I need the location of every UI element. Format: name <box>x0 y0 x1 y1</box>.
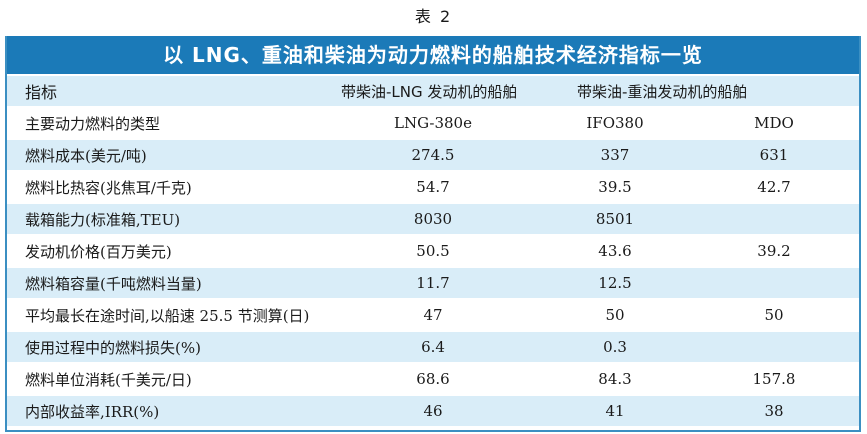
row-label: 主要动力燃料的类型 <box>25 114 161 133</box>
cell-hfo: IFO380 <box>586 114 644 132</box>
cell-hfo: 0.3 <box>603 338 627 356</box>
cell-mdo: 39.2 <box>757 242 791 260</box>
cell-mdo: 38 <box>764 402 784 420</box>
cell-lng: LNG-380e <box>394 114 472 132</box>
cell-hfo: 43.6 <box>598 242 632 260</box>
cell-mdo: 42.7 <box>757 178 791 196</box>
header-hfo-ship: 带柴油-重油发动机的船舶 <box>577 82 748 101</box>
row-label: 燃料比热容(兆焦耳/千克) <box>25 178 192 197</box>
cell-lng: 6.4 <box>421 338 445 356</box>
cell-hfo: 39.5 <box>598 178 632 196</box>
cell-lng: 68.6 <box>416 370 450 388</box>
table-row: 主要动力燃料的类型 LNG-380e IFO380 MDO <box>7 106 859 138</box>
table-title: 以 LNG、重油和柴油为动力燃料的船舶技术经济指标一览 <box>7 36 859 74</box>
header-indicator: 指标 <box>25 83 58 102</box>
table-row: 燃料比热容(兆焦耳/千克) 54.7 39.5 42.7 <box>7 170 859 202</box>
table-row: 使用过程中的燃料损失(%) 6.4 0.3 <box>7 330 859 362</box>
table-row: 发动机价格(百万美元) 50.5 43.6 39.2 <box>7 234 859 266</box>
cell-lng: 274.5 <box>411 146 455 164</box>
cell-lng: 50.5 <box>416 242 450 260</box>
table-row: 载箱能力(标准箱,TEU) 8030 8501 <box>7 202 859 234</box>
row-label: 燃料成本(美元/吨) <box>25 146 147 165</box>
row-label: 载箱能力(标准箱,TEU) <box>25 210 181 229</box>
row-label: 内部收益率,IRR(%) <box>25 402 160 421</box>
cell-lng: 46 <box>423 402 443 420</box>
cell-lng: 8030 <box>413 210 453 228</box>
table-header-row: 指标 带柴油-LNG 发动机的船舶 带柴油-重油发动机的船舶 <box>7 74 859 106</box>
cell-hfo: 12.5 <box>598 274 632 292</box>
cell-mdo: 50 <box>764 306 784 324</box>
cell-hfo: 84.3 <box>598 370 632 388</box>
cell-hfo: 50 <box>605 306 625 324</box>
cell-hfo: 337 <box>600 146 630 164</box>
table-row: 内部收益率,IRR(%) 46 41 38 <box>7 394 859 426</box>
table-caption: 表 2 <box>414 7 453 26</box>
cell-lng: 47 <box>423 306 443 324</box>
cell-mdo: 631 <box>759 146 789 164</box>
cell-hfo: 41 <box>605 402 625 420</box>
indicator-table: 以 LNG、重油和柴油为动力燃料的船舶技术经济指标一览 指标 带柴油-LNG 发… <box>5 36 861 432</box>
cell-mdo: MDO <box>754 114 794 132</box>
table-row: 燃料成本(美元/吨) 274.5 337 631 <box>7 138 859 170</box>
table-row: 燃料单位消耗(千美元/日) 68.6 84.3 157.8 <box>7 362 859 394</box>
cell-mdo: 157.8 <box>752 370 796 388</box>
row-label: 燃料箱容量(千吨燃料当量) <box>25 274 202 293</box>
row-label: 平均最长在途时间,以船速 25.5 节测算(日) <box>25 306 310 325</box>
row-label: 燃料单位消耗(千美元/日) <box>25 370 192 389</box>
cell-lng: 11.7 <box>416 274 450 292</box>
header-lng-ship: 带柴油-LNG 发动机的船舶 <box>341 82 518 101</box>
table-row: 平均最长在途时间,以船速 25.5 节测算(日) 47 50 50 <box>7 298 859 330</box>
cell-lng: 54.7 <box>416 178 450 196</box>
row-label: 发动机价格(百万美元) <box>25 242 172 261</box>
row-label: 使用过程中的燃料损失(%) <box>25 338 201 357</box>
cell-hfo: 8501 <box>595 210 635 228</box>
table-row: 燃料箱容量(千吨燃料当量) 11.7 12.5 <box>7 266 859 298</box>
